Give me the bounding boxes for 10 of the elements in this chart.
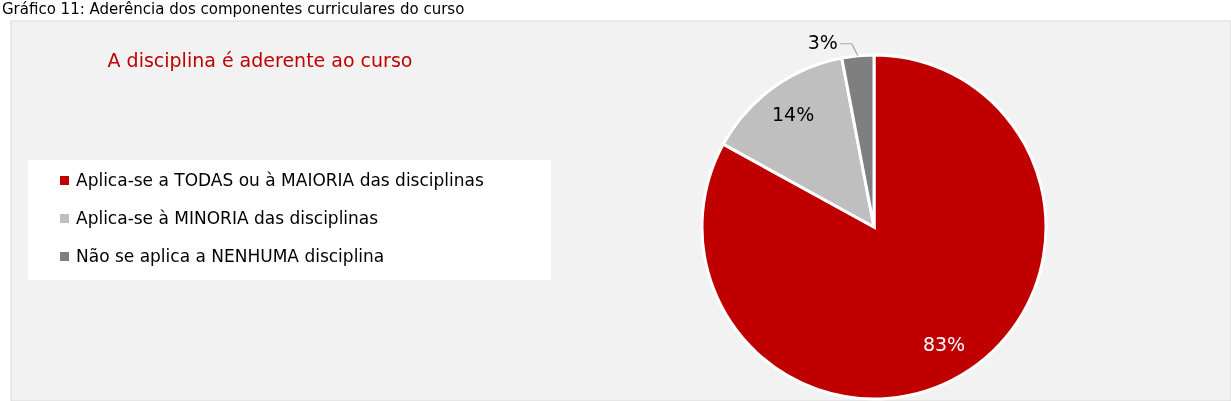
data-label: 14% (772, 103, 815, 126)
data-label: 3% (807, 30, 838, 53)
data-label: 83% (922, 332, 966, 355)
pie-slice (721, 56, 876, 229)
pie-slice (700, 53, 1048, 401)
text: A disciplina é aderente ao curso (107, 49, 413, 71)
text: Gráfico 11: Aderência dos componentes curriculares do curso (2, 0, 465, 18)
legend-label: Aplica-se a TODAS ou à MAIORIA das disciplinas (76, 170, 484, 190)
legend-label: Não se aplica a NENHUMA disciplina (76, 246, 385, 266)
legend-label: Aplica-se à MINORIA das disciplinas (76, 208, 379, 228)
